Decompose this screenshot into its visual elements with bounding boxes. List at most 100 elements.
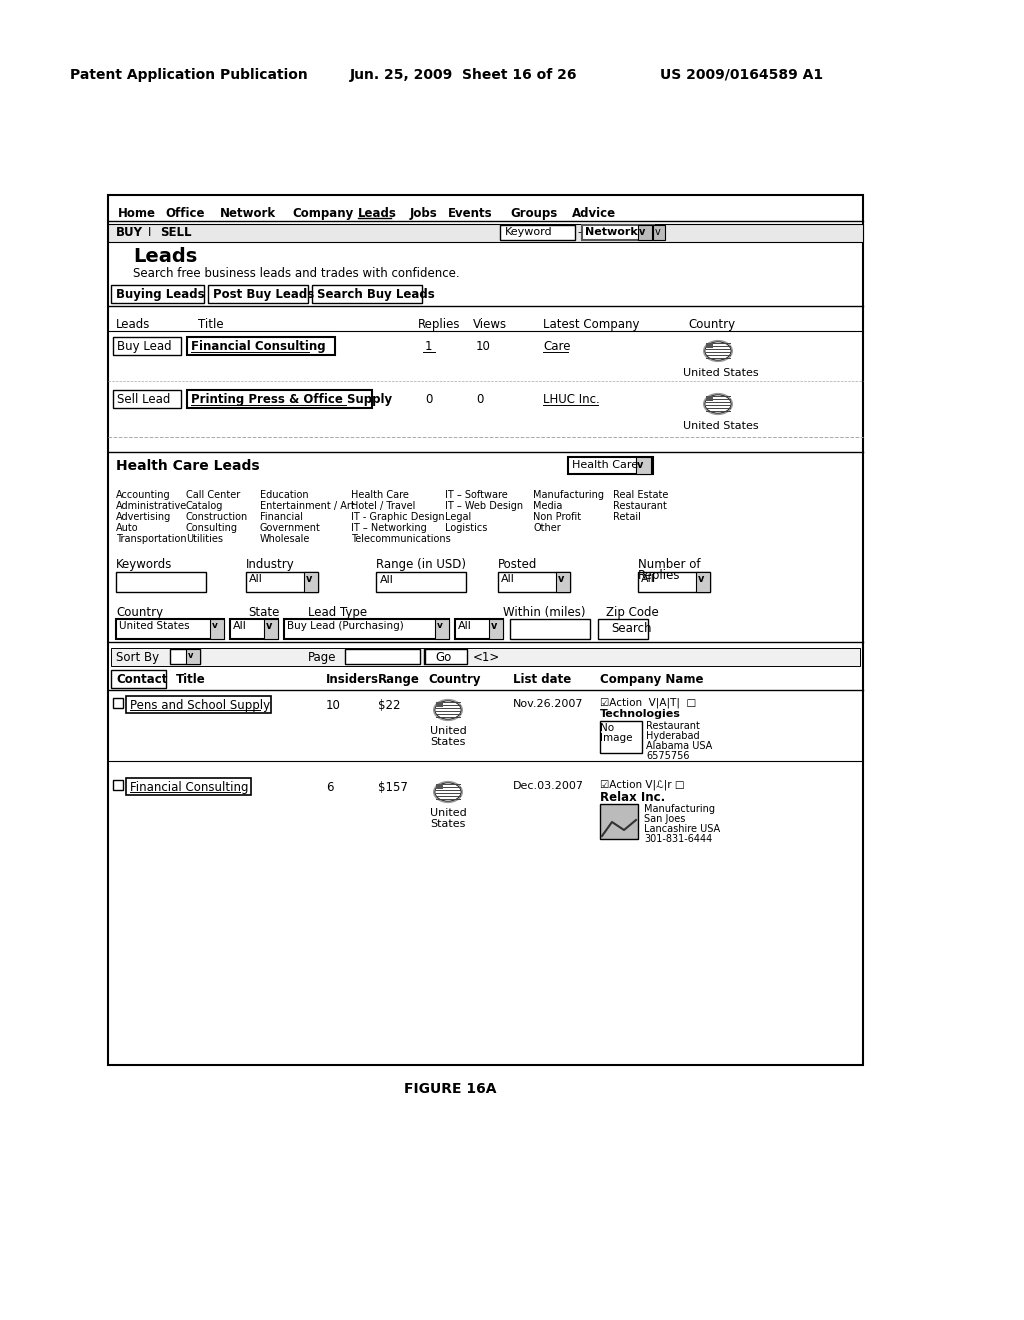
Text: IT – Software: IT – Software bbox=[445, 490, 508, 500]
Text: Hyderabad: Hyderabad bbox=[646, 731, 699, 741]
Bar bbox=[598, 619, 648, 639]
Text: Country: Country bbox=[688, 318, 735, 331]
Ellipse shape bbox=[703, 341, 732, 362]
Text: All: All bbox=[233, 620, 247, 631]
Ellipse shape bbox=[705, 395, 731, 413]
Bar bbox=[638, 572, 710, 591]
Bar bbox=[113, 389, 181, 408]
Bar bbox=[707, 343, 713, 348]
Text: Post Buy Leads: Post Buy Leads bbox=[213, 288, 314, 301]
Text: Catalog: Catalog bbox=[186, 502, 223, 511]
Bar bbox=[111, 671, 166, 688]
Text: Company Name: Company Name bbox=[600, 673, 703, 686]
Text: I: I bbox=[148, 226, 152, 239]
Text: Hotel / Travel: Hotel / Travel bbox=[351, 502, 416, 511]
Text: Pens and School Supply: Pens and School Supply bbox=[130, 700, 270, 711]
Text: Financial Consulting: Financial Consulting bbox=[191, 341, 326, 352]
Ellipse shape bbox=[434, 781, 462, 803]
Text: Go: Go bbox=[435, 651, 452, 664]
Text: Administrative: Administrative bbox=[116, 502, 187, 511]
Text: Auto: Auto bbox=[116, 523, 138, 533]
Bar bbox=[436, 702, 442, 708]
Text: United: United bbox=[430, 808, 467, 818]
Bar bbox=[500, 224, 575, 240]
Text: Legal: Legal bbox=[445, 512, 471, 521]
Text: v: v bbox=[639, 227, 645, 238]
Text: Jobs: Jobs bbox=[410, 207, 437, 220]
Text: Leads: Leads bbox=[133, 247, 198, 267]
Bar bbox=[312, 285, 422, 304]
Bar bbox=[376, 572, 466, 591]
Text: Restaurant: Restaurant bbox=[613, 502, 667, 511]
Text: <1>: <1> bbox=[473, 651, 501, 664]
Ellipse shape bbox=[703, 393, 732, 414]
Ellipse shape bbox=[705, 342, 731, 360]
Text: v: v bbox=[188, 651, 194, 660]
Text: Country: Country bbox=[116, 606, 163, 619]
Text: 6575756: 6575756 bbox=[646, 751, 689, 762]
Bar bbox=[556, 572, 570, 591]
Text: Financial: Financial bbox=[260, 512, 303, 521]
Text: Manufacturing: Manufacturing bbox=[644, 804, 715, 814]
Text: Contact: Contact bbox=[116, 673, 167, 686]
Bar bbox=[113, 780, 123, 789]
Text: Alabama USA: Alabama USA bbox=[646, 741, 713, 751]
Ellipse shape bbox=[435, 783, 461, 801]
Text: No: No bbox=[600, 723, 614, 733]
Text: Search Buy Leads: Search Buy Leads bbox=[317, 288, 435, 301]
Text: All: All bbox=[641, 574, 655, 583]
Text: Printing Press & Office Supply: Printing Press & Office Supply bbox=[191, 393, 392, 407]
Text: 0: 0 bbox=[425, 393, 432, 407]
Bar bbox=[455, 619, 503, 639]
Text: Views: Views bbox=[473, 318, 507, 331]
Text: Health Care: Health Care bbox=[351, 490, 409, 500]
Bar bbox=[707, 396, 713, 401]
Text: Groups: Groups bbox=[510, 207, 557, 220]
Ellipse shape bbox=[435, 701, 461, 719]
Text: v: v bbox=[212, 620, 218, 630]
Text: United States: United States bbox=[683, 421, 759, 432]
Text: Title: Title bbox=[176, 673, 206, 686]
Text: Range: Range bbox=[378, 673, 420, 686]
Text: v: v bbox=[306, 574, 312, 583]
Text: Manufacturing: Manufacturing bbox=[534, 490, 604, 500]
Text: Search free business leads and trades with confidence.: Search free business leads and trades wi… bbox=[133, 267, 460, 280]
Bar bbox=[264, 619, 278, 639]
Bar bbox=[436, 784, 442, 789]
Text: Jun. 25, 2009  Sheet 16 of 26: Jun. 25, 2009 Sheet 16 of 26 bbox=[350, 69, 578, 82]
Text: BUY: BUY bbox=[116, 226, 143, 239]
Text: $22: $22 bbox=[378, 700, 400, 711]
Text: Dec.03.2007: Dec.03.2007 bbox=[513, 781, 584, 791]
Bar bbox=[108, 224, 863, 242]
Text: Health Care Leads: Health Care Leads bbox=[116, 459, 260, 473]
Text: Network: Network bbox=[220, 207, 276, 220]
Text: Relax Inc.: Relax Inc. bbox=[600, 791, 666, 804]
Text: $157: $157 bbox=[378, 781, 408, 795]
Text: Financial Consulting: Financial Consulting bbox=[130, 781, 249, 795]
Text: Telecommunications: Telecommunications bbox=[351, 535, 451, 544]
Bar bbox=[186, 649, 200, 664]
Text: San Joes: San Joes bbox=[644, 814, 685, 824]
Text: States: States bbox=[430, 737, 465, 747]
Text: Advertising: Advertising bbox=[116, 512, 171, 521]
Bar bbox=[187, 337, 335, 355]
Bar bbox=[246, 572, 318, 591]
Text: All: All bbox=[458, 620, 472, 631]
Text: Home: Home bbox=[118, 207, 156, 220]
Bar bbox=[113, 698, 123, 708]
Bar bbox=[116, 619, 224, 639]
Text: v: v bbox=[266, 620, 272, 631]
Text: Events: Events bbox=[449, 207, 493, 220]
Text: Accounting: Accounting bbox=[116, 490, 171, 500]
Text: Utilities: Utilities bbox=[186, 535, 223, 544]
Bar bbox=[435, 619, 449, 639]
Bar bbox=[108, 195, 863, 1065]
Bar bbox=[696, 572, 710, 591]
Bar bbox=[489, 619, 503, 639]
Bar bbox=[210, 619, 224, 639]
Text: Transportation: Transportation bbox=[116, 535, 186, 544]
Bar bbox=[116, 572, 206, 591]
Text: Posted: Posted bbox=[498, 558, 538, 572]
Text: IT – Web Design: IT – Web Design bbox=[445, 502, 523, 511]
Bar bbox=[284, 619, 449, 639]
